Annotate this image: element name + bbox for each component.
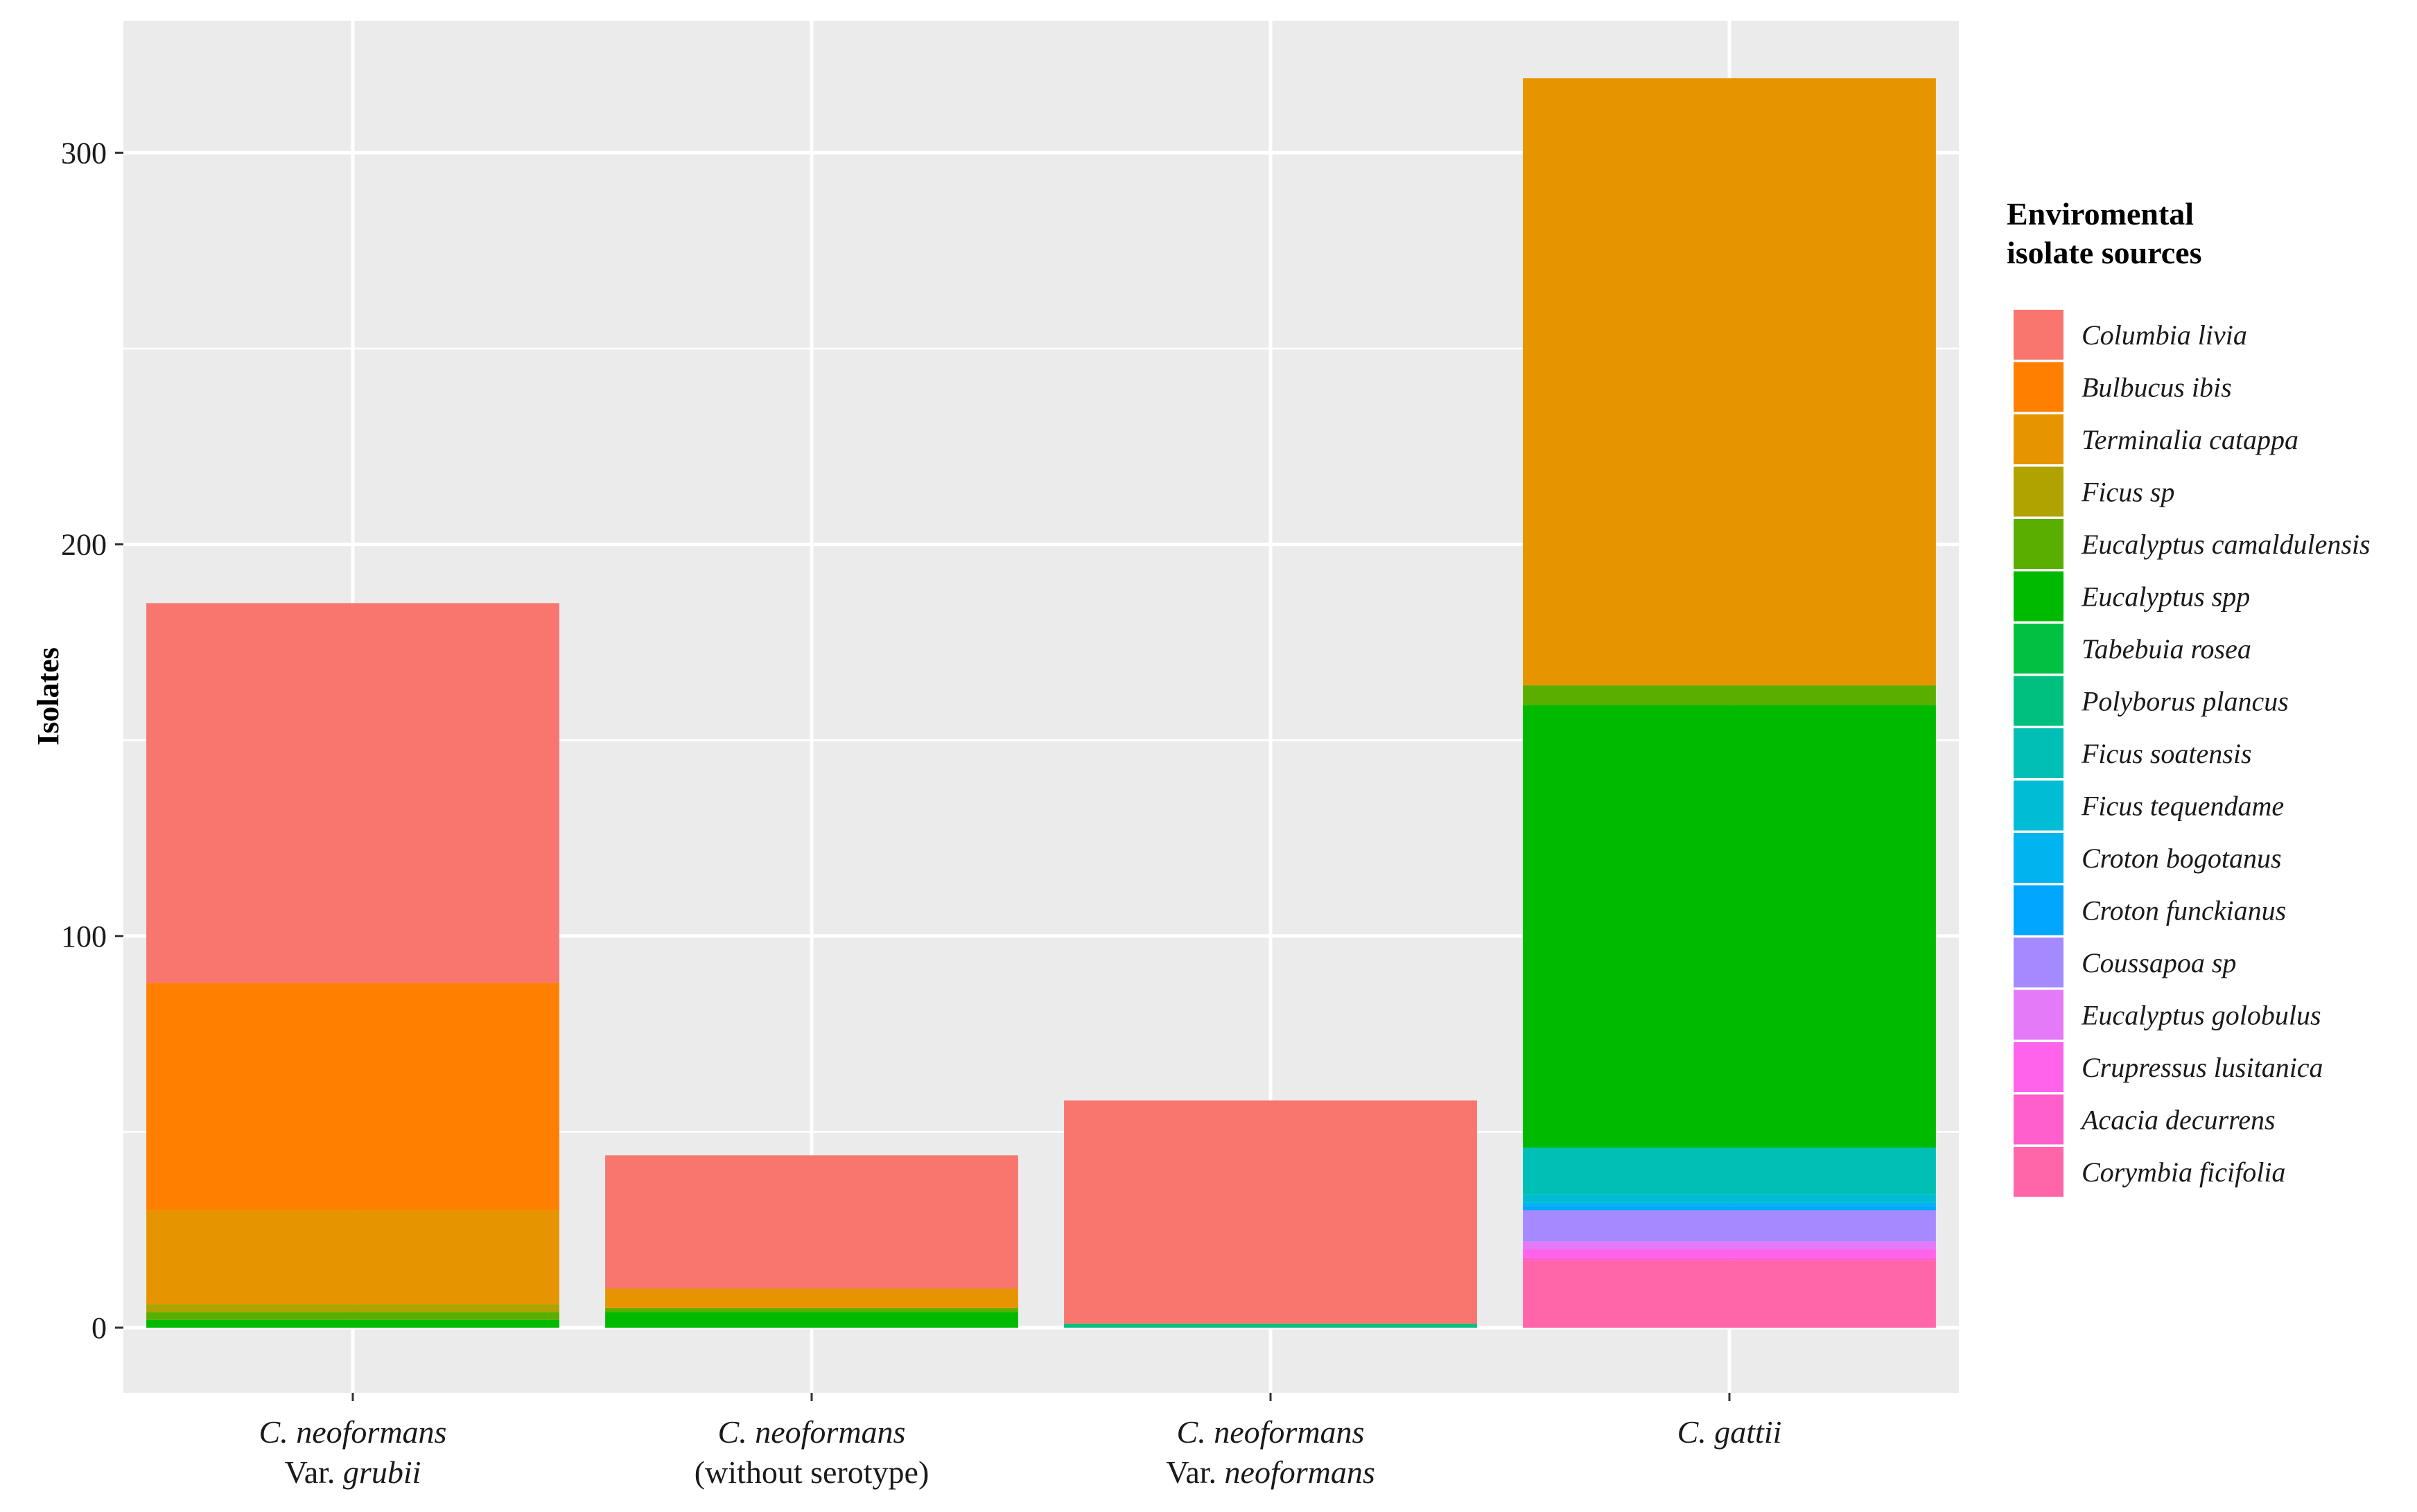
legend-label: Tabebuia rosea xyxy=(2082,633,2251,665)
bar-segment xyxy=(605,1312,1018,1328)
legend-swatch xyxy=(2014,833,2063,883)
bar-segment xyxy=(1064,1324,1477,1328)
legend-label: Acacia decurrens xyxy=(2079,1105,2276,1136)
legend-swatch xyxy=(2014,519,2063,569)
legend-swatch xyxy=(2014,466,2063,517)
legend-swatch xyxy=(2014,310,2063,360)
y-axis: 0 100 200 300 xyxy=(61,136,123,1345)
legend-swatch xyxy=(2014,1042,2063,1092)
legend-label: Ficus tequendame xyxy=(2081,791,2284,822)
legend-swatch xyxy=(2014,938,2063,987)
legend-label: Eucalyptus spp xyxy=(2081,581,2250,613)
bar-segment xyxy=(1523,1206,1936,1211)
bar-segment xyxy=(1523,705,1936,1148)
x-axis: C. neoformans Var. grubii C. neoformans (wi… xyxy=(259,1393,1782,1490)
legend-swatch xyxy=(2014,1147,2063,1197)
legend-label: Crupressus lusitanica xyxy=(2082,1052,2323,1083)
legend-label: Ficus soatensis xyxy=(2081,738,2252,769)
bar-segment xyxy=(605,1155,1018,1289)
legend-label: Terminalia catappa xyxy=(2082,424,2298,455)
legend-label: Polyborus plancus xyxy=(2081,686,2289,717)
y-tick-label: 300 xyxy=(61,136,107,170)
bar-segment xyxy=(1523,1194,1936,1203)
bar-segment xyxy=(1523,1249,1936,1258)
bar-segment xyxy=(146,603,559,983)
x-tick-label: C. neoformans Var. grubii xyxy=(259,1414,447,1490)
y-tick-label: 0 xyxy=(91,1311,107,1345)
bar-segment xyxy=(1523,78,1936,686)
legend-label: Eucalyptus camaldulensis xyxy=(2081,529,2371,560)
bars xyxy=(146,78,1936,1328)
legend-swatch xyxy=(2014,676,2063,726)
bar-segment xyxy=(1523,1148,1936,1195)
legend-label: Corymbia ficifolia xyxy=(2082,1157,2285,1188)
bar-segment xyxy=(605,1308,1018,1312)
bar-segment xyxy=(146,1210,559,1305)
legend-swatch xyxy=(2014,780,2063,831)
y-tick-label: 200 xyxy=(61,528,107,562)
bar-segment xyxy=(1523,1202,1936,1206)
x-tick-label: C. neoformans (without serotype) xyxy=(695,1414,930,1490)
x-tick-label: C. neoformans Var. neoformans xyxy=(1166,1414,1375,1490)
legend-title: Enviromental xyxy=(2007,196,2194,231)
x-tick-label: C. gattii xyxy=(1677,1414,1782,1450)
bar-segment xyxy=(1523,1260,1936,1328)
legend-title: isolate sources xyxy=(2007,235,2202,270)
bar-segment xyxy=(146,1312,559,1320)
legend-label: Columbia livia xyxy=(2082,319,2247,351)
legend-swatch xyxy=(2014,1094,2063,1145)
legend-swatch xyxy=(2014,624,2063,674)
bar-segment xyxy=(1523,1257,1936,1261)
legend-label: Eucalyptus golobulus xyxy=(2081,1000,2321,1031)
bar-segment xyxy=(605,1288,1018,1308)
legend: Enviromental isolate sources Columbia livi… xyxy=(2007,196,2371,1197)
bar-segment xyxy=(146,983,559,1211)
bar-segment xyxy=(1064,1100,1477,1324)
bar-segment xyxy=(146,1304,559,1312)
bar-segment xyxy=(146,1319,559,1328)
legend-label: Coussapoa sp xyxy=(2082,947,2236,978)
legend-label: Croton funckianus xyxy=(2082,895,2286,926)
legend-swatch xyxy=(2014,990,2063,1040)
bar-segment xyxy=(1523,1241,1936,1249)
legend-swatch xyxy=(2014,571,2063,622)
y-axis-title: Isolates xyxy=(31,647,65,746)
legend-swatch xyxy=(2014,414,2063,464)
legend-label: Bulbucus ibis xyxy=(2082,372,2232,403)
legend-swatch xyxy=(2014,362,2063,412)
bar-segment xyxy=(1523,1210,1936,1242)
legend-swatch xyxy=(2014,885,2063,935)
legend-swatch xyxy=(2014,728,2063,778)
legend-label: Ficus sp xyxy=(2081,477,2174,508)
bar-segment xyxy=(1523,685,1936,705)
y-tick-label: 100 xyxy=(61,920,107,953)
legend-label: Croton bogotanus xyxy=(2082,843,2282,874)
